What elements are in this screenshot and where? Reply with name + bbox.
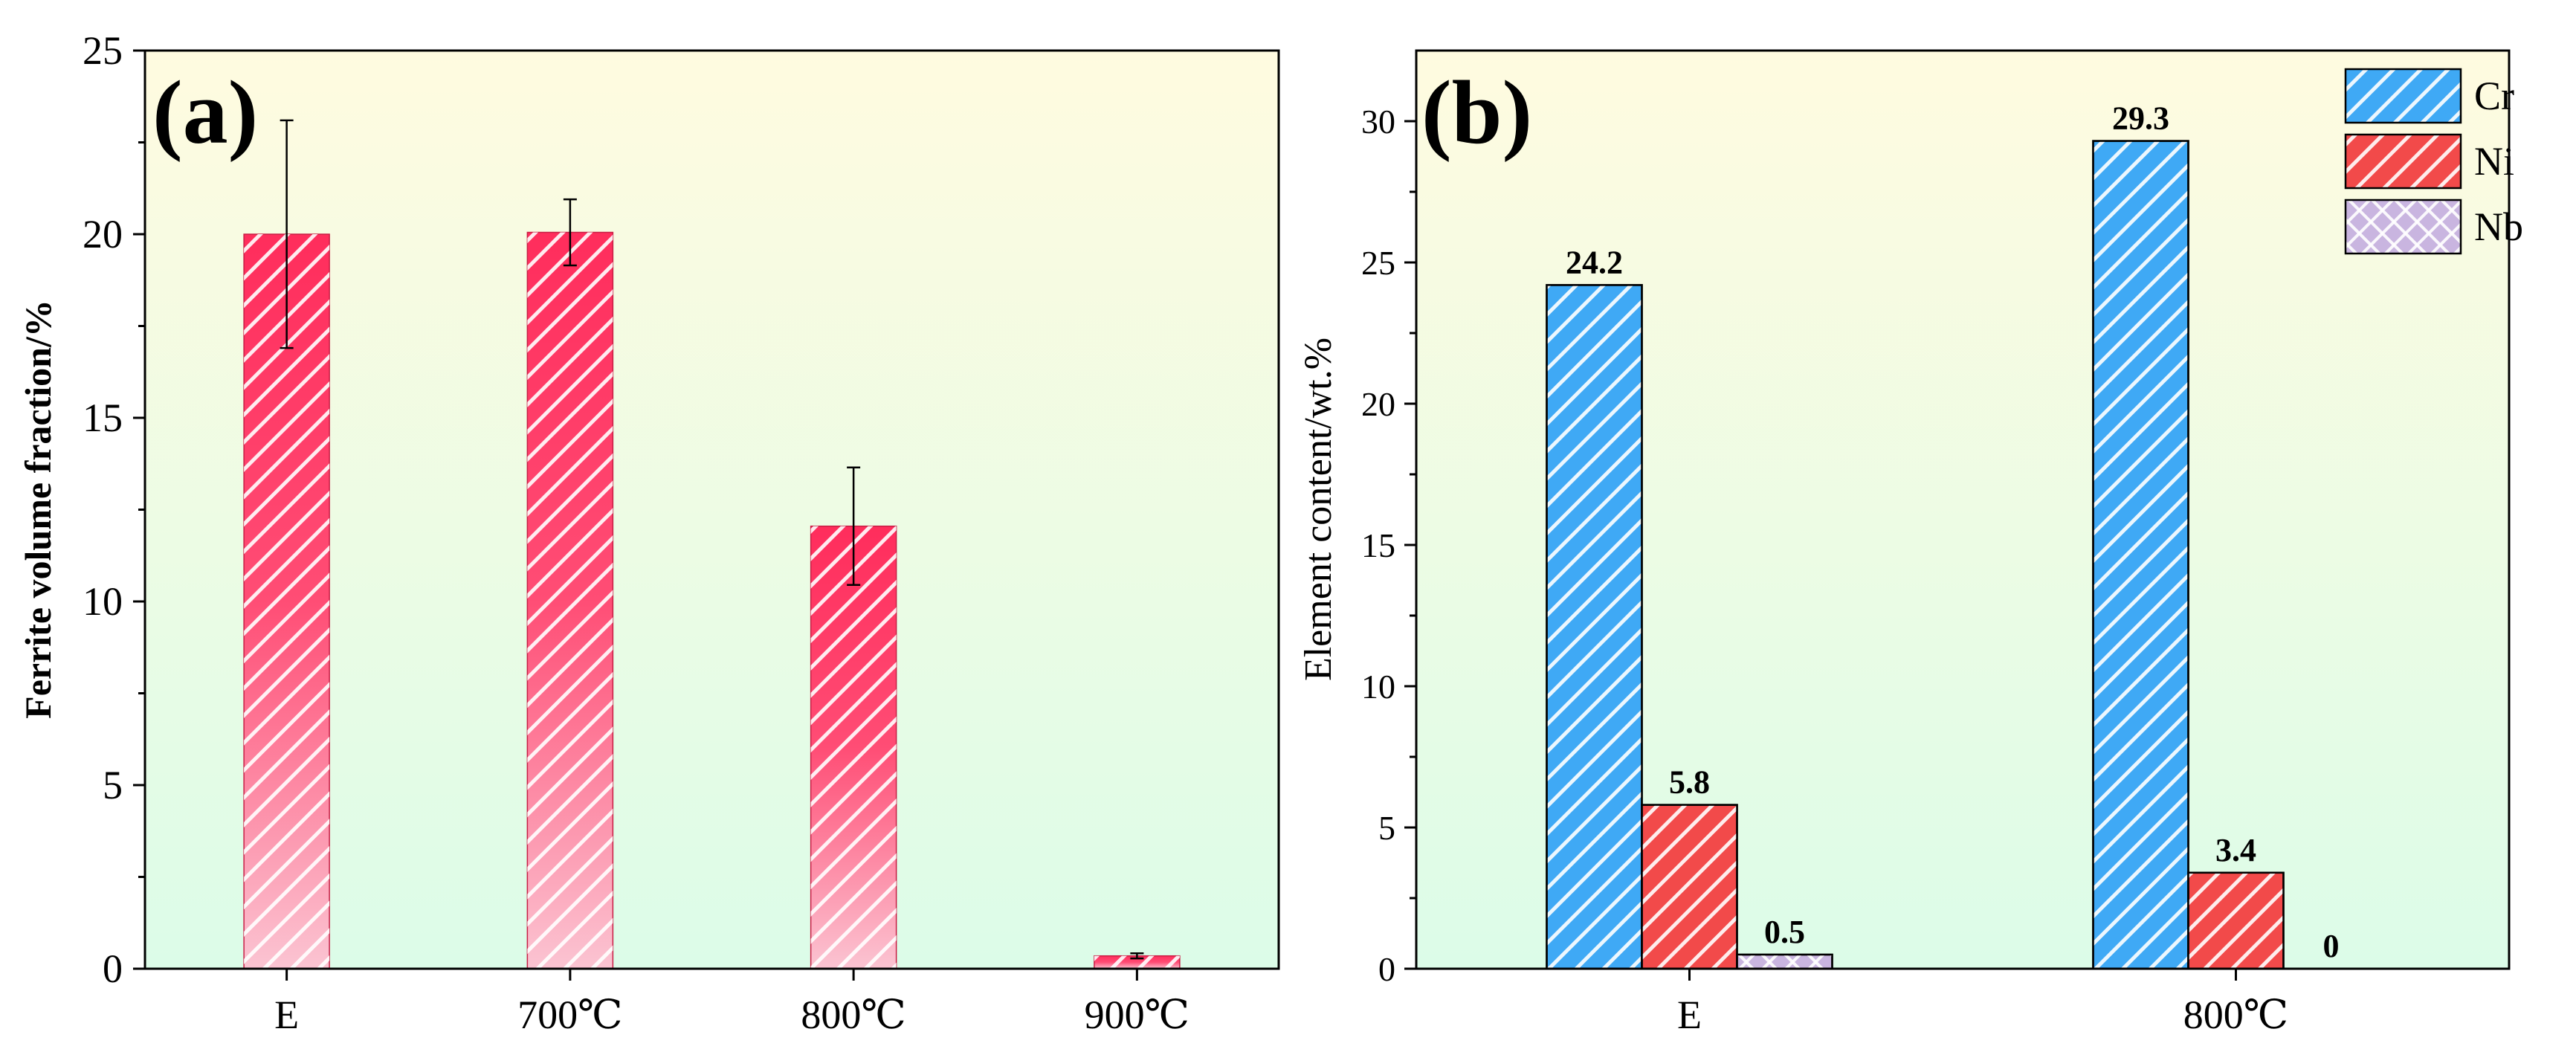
- data-labels-b: 24.2 5.8 0.5 29.3 3.4 0: [1566, 100, 2340, 964]
- data-label-b: 3.4: [2215, 832, 2256, 868]
- y-tick-label-b: 20: [1361, 385, 1395, 423]
- y-tick-label-a: 0: [103, 946, 123, 991]
- y-tick-label-a: 15: [83, 396, 123, 440]
- panel-label-a: (a): [152, 62, 258, 163]
- panel-b: 24.2 5.8 0.5 29.3 3.4 0 0 5 10 15 20 25 30 E 800℃ Cr…: [1297, 49, 2523, 1037]
- bar-hatch-a: [810, 526, 897, 969]
- y-tick-label-b: 25: [1361, 244, 1395, 282]
- bar-hatch-a: [527, 232, 613, 969]
- y-axis-b: 0 5 10 15 20 25 30: [1361, 103, 1416, 988]
- bar-hatch-b: [1737, 955, 1833, 969]
- data-label-b: 5.8: [1669, 764, 1710, 801]
- x-axis-b: E 800℃: [1677, 969, 2288, 1037]
- x-tick-label-a: 900℃: [1085, 993, 1189, 1037]
- bar-hatch-b: [1642, 804, 1737, 969]
- legend-swatch-hatch: [2346, 200, 2461, 254]
- legend: Cr Ni Nb: [2344, 68, 2523, 255]
- y-axis-title-a: Ferrite volume fraction/%: [17, 300, 59, 719]
- y-tick-label-a: 25: [83, 28, 123, 73]
- plot-area-a: [145, 51, 1279, 969]
- y-tick-label-a: 10: [83, 579, 123, 624]
- bars-b: [1546, 140, 2285, 970]
- legend-swatch-outline: [2344, 68, 2462, 124]
- x-tick-label-b: 800℃: [2183, 993, 2288, 1037]
- x-tick-label-a: 700℃: [517, 993, 622, 1037]
- data-label-b: 29.3: [2112, 100, 2169, 137]
- data-label-b: 24.2: [1566, 244, 1623, 280]
- legend-swatch-hatch: [2346, 135, 2461, 188]
- axes-frame-b: [1415, 49, 2511, 970]
- y-tick-label-b: 15: [1361, 526, 1395, 564]
- x-tick-label-b: E: [1677, 993, 1702, 1037]
- bar-hatch-b: [1546, 285, 1642, 969]
- bar-hatch-b: [2188, 872, 2284, 969]
- y-tick-label-b: 5: [1378, 809, 1395, 847]
- y-axis-title-b: Element content/wt.%: [1297, 338, 1340, 681]
- x-tick-label-a: 800℃: [801, 993, 906, 1037]
- legend-swatch-outline: [2344, 133, 2462, 190]
- bar-hatch-a: [1094, 955, 1180, 969]
- legend-swatch-outline: [2344, 199, 2462, 255]
- data-label-b: 0.5: [1764, 914, 1805, 950]
- x-tick-label-a: E: [274, 993, 299, 1037]
- panel-a: 0 5 10 15 20 25 E 700℃ 800℃ 900℃ (a) Ferrite vol…: [17, 28, 1280, 1037]
- y-axis-a: 0 5 10 15 20 25: [83, 28, 145, 991]
- bar-hatch-b: [2093, 141, 2189, 969]
- data-label-b: 0: [2323, 928, 2340, 964]
- y-tick-label-b: 0: [1378, 950, 1395, 988]
- panel-label-b: (b): [1421, 62, 1532, 163]
- legend-label-cr: Cr: [2474, 74, 2514, 118]
- y-tick-label-b: 10: [1361, 668, 1395, 706]
- bars-a: [243, 231, 1181, 969]
- legend-label-ni: Ni: [2474, 139, 2514, 184]
- bar-hatch-a: [244, 234, 330, 969]
- legend-swatch-hatch: [2346, 69, 2461, 123]
- error-bars-a: [280, 119, 1144, 960]
- x-axis-a: E 700℃ 800℃ 900℃: [274, 969, 1189, 1037]
- legend-label-nb: Nb: [2474, 204, 2523, 249]
- y-tick-label-b: 30: [1361, 103, 1395, 141]
- y-tick-label-a: 20: [83, 212, 123, 256]
- y-tick-label-a: 5: [103, 763, 123, 807]
